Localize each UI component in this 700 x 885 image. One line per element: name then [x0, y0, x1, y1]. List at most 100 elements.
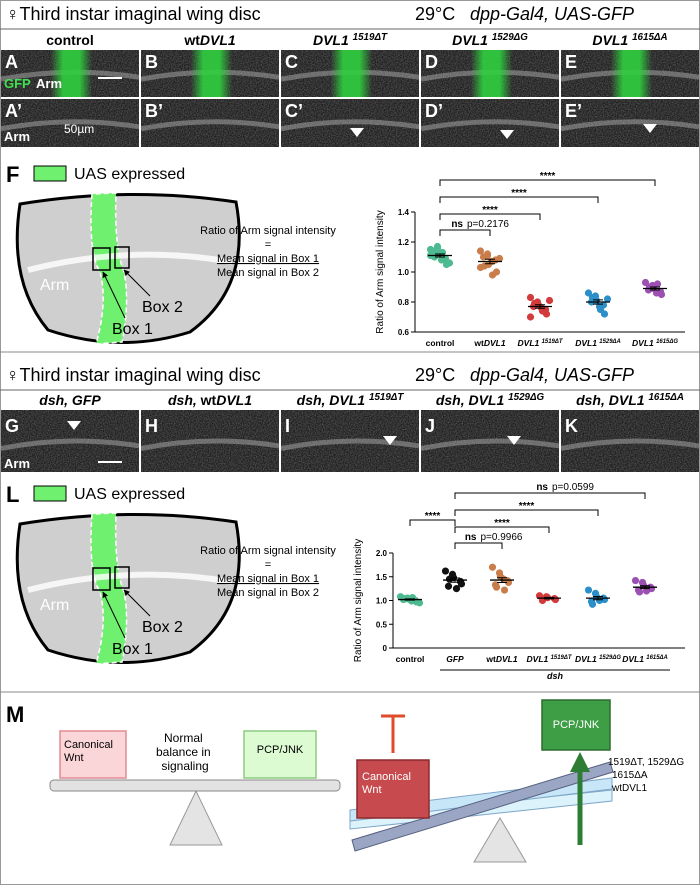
data-point — [441, 567, 450, 575]
activation-arrowhead — [570, 752, 590, 772]
data-point — [444, 582, 453, 590]
signal-label: PCP/JNK — [553, 719, 600, 731]
significance-bracket — [439, 179, 656, 186]
micrograph — [280, 99, 420, 147]
data-point — [538, 307, 547, 315]
micrograph — [420, 99, 560, 147]
error-bar — [544, 596, 554, 600]
arm-stripe — [280, 119, 420, 132]
significance-label: **** — [540, 171, 556, 182]
data-point — [530, 299, 539, 308]
significance-label: ns — [536, 482, 548, 493]
y-axis-label: Ratio of Arm signal intensity — [353, 539, 364, 662]
column-header: DVL1 1529ΔG — [452, 32, 528, 49]
data-point — [584, 586, 593, 594]
significance-bracket — [409, 519, 456, 526]
box-1 — [92, 247, 111, 271]
column-header: dsh, DVL1 1519ΔT — [297, 392, 405, 409]
data-point — [445, 259, 454, 267]
box-label: Box 2 — [142, 299, 183, 316]
stain-label: Arm — [4, 129, 30, 144]
significance-label: **** — [494, 518, 510, 529]
y-tick-label: 1.4 — [398, 208, 410, 217]
significance-label: **** — [425, 511, 441, 522]
micrograph — [560, 50, 700, 97]
arm-stripe — [0, 119, 140, 132]
significance-bracket — [454, 509, 599, 516]
banner-genotype: dpp-Gal4, UAS-GFP — [470, 4, 634, 24]
data-point — [476, 263, 485, 272]
y-tick-label: 0 — [383, 644, 388, 653]
error-bar — [593, 299, 603, 305]
data-point — [483, 251, 492, 260]
data-point — [488, 271, 497, 279]
micrograph — [140, 99, 280, 147]
x-tick-label: wtDVL1 — [473, 338, 505, 348]
data-point — [635, 588, 644, 596]
panel-letter: B’ — [145, 101, 163, 121]
panel-letter: K — [565, 416, 578, 436]
box-2 — [114, 246, 130, 269]
significance-label: ns — [465, 532, 477, 543]
y-tick-label: 0.6 — [398, 328, 410, 337]
legend-swatch — [33, 485, 67, 502]
panel-letter: D — [425, 52, 438, 72]
micrograph — [560, 410, 700, 472]
legend-label: UAS expressed — [74, 486, 185, 503]
y-tick-label: 1.0 — [376, 597, 388, 606]
panel-letter: E’ — [565, 101, 582, 121]
error-bar — [405, 598, 415, 601]
data-point — [445, 575, 454, 583]
p-value: p=0.9966 — [481, 532, 523, 543]
banner-temp: 29°C — [415, 4, 455, 24]
signal-box — [59, 730, 127, 779]
signal-box — [356, 759, 430, 819]
arm-stripe — [560, 119, 700, 132]
box-label: Box 1 — [112, 321, 153, 338]
significance-bracket — [454, 492, 646, 499]
banner-genotype: dpp-Gal4, UAS-GFP — [470, 365, 634, 385]
arm-stripe — [0, 438, 140, 451]
error-bar — [535, 304, 545, 309]
x-tick-label: wtDVL1 — [485, 654, 517, 664]
micrograph-texture — [1, 99, 139, 147]
micrograph-texture — [421, 410, 559, 472]
fulcrum — [169, 789, 223, 846]
x-tick-label: DVL1 1519ΔT — [518, 338, 564, 348]
column-header: dsh, DVL1 1529ΔG — [436, 392, 545, 409]
micrograph — [420, 410, 560, 472]
signal-box — [541, 699, 611, 751]
panel-letter: A’ — [5, 101, 22, 121]
inhibition-symbol — [381, 714, 405, 753]
beam — [49, 779, 341, 792]
x-tick-label: control — [396, 654, 425, 664]
error-bar — [435, 253, 445, 258]
error-bar — [450, 577, 460, 583]
data-point — [653, 280, 662, 288]
micrograph — [0, 99, 140, 147]
gfp-band — [50, 50, 93, 97]
signal-label: Canonical Wnt — [362, 771, 414, 796]
variant-label: wtDVL1 — [611, 783, 647, 794]
micrograph — [280, 410, 420, 472]
gfp-band — [470, 50, 513, 97]
beam-1519-1529 — [351, 761, 614, 852]
arm-stripe — [140, 438, 280, 451]
signal-label: PCP/JNK — [257, 744, 304, 756]
micrograph — [140, 50, 280, 97]
data-point — [631, 576, 640, 585]
region-label: Arm — [40, 597, 69, 614]
panel-letter: H — [145, 416, 158, 436]
legend-swatch — [33, 165, 67, 182]
ratio-title: Ratio of Arm signal intensity — [200, 225, 336, 237]
callout-arrow — [123, 269, 151, 297]
error-bar — [593, 596, 603, 601]
micrograph-texture — [141, 410, 279, 472]
panel-letter: C — [285, 52, 298, 72]
arm-stripe — [280, 438, 420, 451]
y-tick-label: 1.2 — [398, 238, 410, 247]
error-bar — [485, 258, 495, 265]
data-point — [500, 586, 509, 594]
panel-letter: F — [6, 162, 19, 187]
micrograph-texture — [561, 99, 699, 147]
